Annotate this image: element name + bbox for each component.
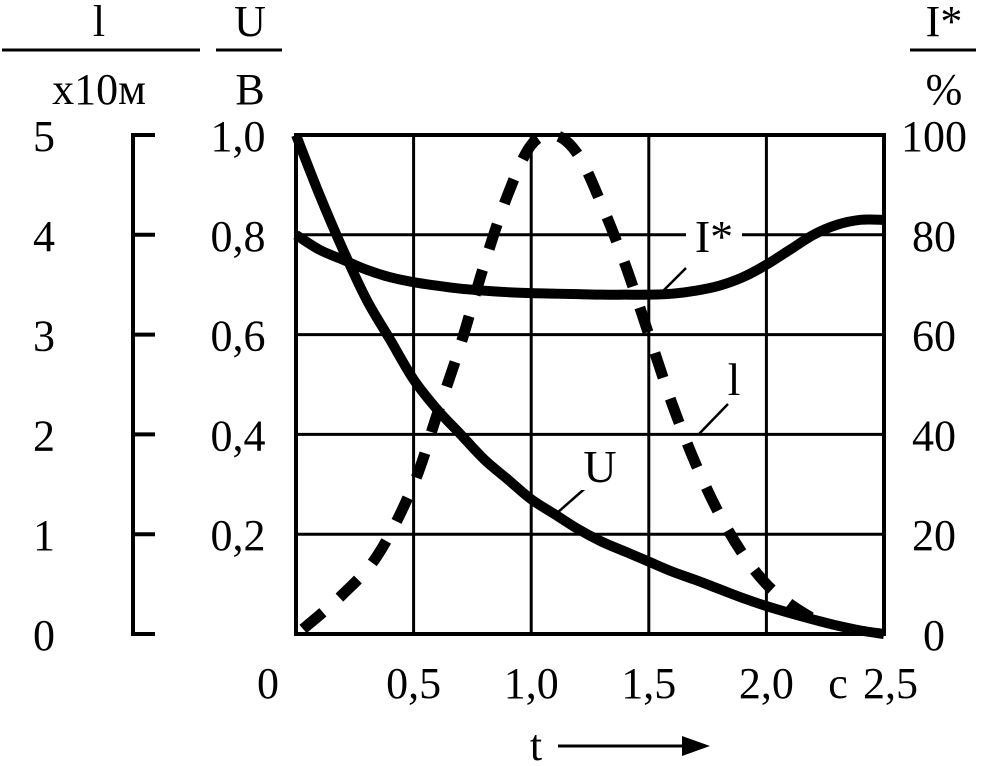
- x-axis-label: t: [530, 721, 542, 766]
- x-tick-label: 1,0: [504, 659, 559, 708]
- series-2-point: [719, 514, 720, 515]
- l-tick-label: 2: [33, 411, 55, 460]
- u-tick-label: 0,4: [211, 411, 266, 460]
- annotation-label: I*: [695, 211, 733, 262]
- x-tick-label: 1,5: [621, 659, 676, 708]
- x-unit-label: с: [828, 659, 848, 708]
- series-2-point: [460, 344, 461, 345]
- i-tick-label: 0: [923, 611, 945, 660]
- l-axis-title: l: [93, 0, 105, 46]
- plot-border: [294, 133, 886, 636]
- grid: [296, 135, 884, 634]
- l-tick-label: 5: [33, 112, 55, 161]
- l-axis: [131, 133, 155, 636]
- I-axis-title: I*: [926, 0, 963, 46]
- I-axis-unit: %: [926, 65, 963, 114]
- plot-frame: [294, 133, 886, 636]
- series-l-line: [299, 128, 817, 634]
- i-tick-label: 80: [912, 212, 956, 261]
- u-tick-label: 0,6: [211, 312, 266, 361]
- series-layer: [291, 128, 885, 639]
- annotation-leader: [697, 403, 729, 436]
- series-2-point: [742, 554, 743, 555]
- U-axis-unit: В: [235, 65, 264, 114]
- annotation-bg: [686, 216, 742, 260]
- u-tick-label: 1,0: [211, 112, 266, 161]
- x-tick-label: 2,0: [739, 659, 794, 708]
- i-tick-label: 100: [901, 112, 967, 161]
- series-i-line: [293, 214, 885, 300]
- x-tick-label: 2,5: [863, 659, 918, 708]
- u-tick-label: 0,8: [211, 212, 266, 261]
- x-tick-label: 0: [257, 659, 279, 708]
- U-axis-title: U: [234, 0, 266, 46]
- l-tick-label: 1: [33, 511, 55, 560]
- series-2-point: [578, 154, 579, 155]
- i-tick-label: 20: [912, 511, 956, 560]
- annotation-bg: [572, 446, 628, 490]
- annotation-bg: [706, 359, 762, 403]
- annotation-label: l: [728, 354, 741, 405]
- annotation-label: U: [583, 441, 616, 492]
- series-u-line: [291, 133, 885, 639]
- i-tick-label: 60: [912, 312, 956, 361]
- series-2-point: [601, 204, 602, 205]
- i-tick-label: 40: [912, 411, 956, 460]
- x-tick-label: 0,5: [386, 659, 441, 708]
- x-arrow-head: [682, 736, 710, 756]
- series-2-point: [484, 264, 485, 265]
- l-tick-label: 4: [33, 212, 55, 261]
- l-axis-unit: x10м: [52, 65, 146, 114]
- l-tick-label: 0: [33, 611, 55, 660]
- l-tick-label: 3: [33, 312, 55, 361]
- annotation-leader: [655, 267, 687, 299]
- u-tick-label: 0,2: [211, 511, 266, 560]
